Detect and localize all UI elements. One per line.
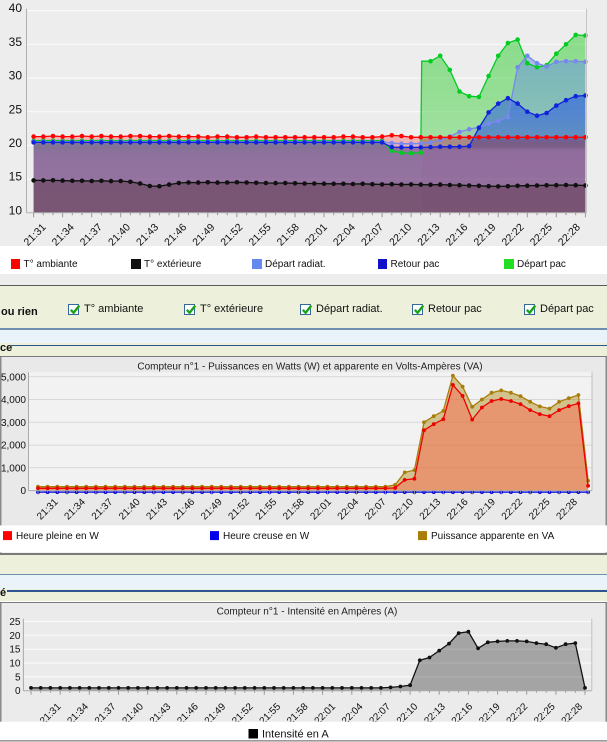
- svg-text:5,000: 5,000: [1, 373, 26, 384]
- svg-text:0: 0: [15, 686, 21, 697]
- svg-text:Compteur n°1 - Puissances en W: Compteur n°1 - Puissances en Watts (W) e…: [137, 362, 482, 373]
- svg-text:Puissance apparente en VA: Puissance apparente en VA: [431, 532, 555, 543]
- svg-text:Compteur n°1 - Intensité en Am: Compteur n°1 - Intensité en Ampères (A): [217, 607, 398, 618]
- svg-text:30: 30: [9, 69, 23, 83]
- svg-text:Heure creuse en W: Heure creuse en W: [223, 532, 310, 543]
- svg-text:20: 20: [9, 631, 21, 642]
- svg-text:2,000: 2,000: [1, 441, 26, 452]
- svg-text:3,000: 3,000: [1, 418, 26, 429]
- svg-text:5: 5: [15, 673, 21, 684]
- svg-text:10: 10: [9, 659, 21, 670]
- svg-text:15: 15: [9, 645, 21, 656]
- svg-text:1,000: 1,000: [1, 464, 26, 475]
- svg-text:25: 25: [9, 617, 21, 628]
- svg-text:35: 35: [9, 35, 23, 49]
- svg-text:Intensité en A: Intensité en A: [262, 729, 329, 741]
- svg-text:4,000: 4,000: [1, 395, 26, 406]
- svg-text:25: 25: [9, 102, 23, 116]
- svg-text:15: 15: [9, 170, 23, 184]
- svg-text:10: 10: [9, 203, 23, 217]
- svg-text:Heure pleine en W: Heure pleine en W: [16, 532, 99, 543]
- svg-text:20: 20: [9, 136, 23, 150]
- svg-text:0: 0: [20, 486, 26, 497]
- svg-text:40: 40: [9, 1, 23, 15]
